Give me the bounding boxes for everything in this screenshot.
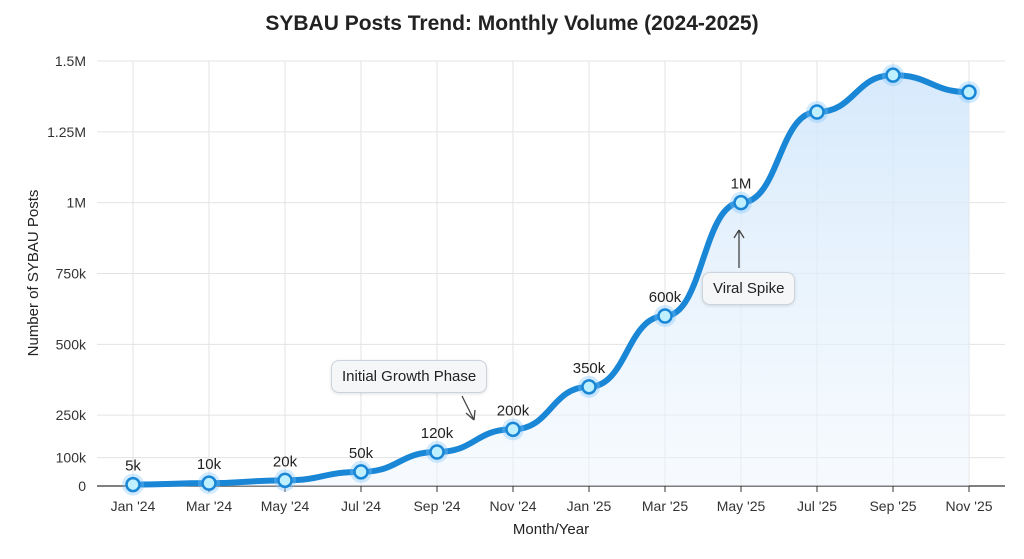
data-point xyxy=(733,194,749,211)
data-label: 200k xyxy=(497,402,530,419)
x-tick-label: Jan '25 xyxy=(567,498,612,514)
y-tick-label: 500k xyxy=(56,336,87,352)
x-tick-label: May '25 xyxy=(717,498,766,514)
annotation-initial-growth: Initial Growth Phase xyxy=(331,360,488,393)
x-tick-label: Jan '24 xyxy=(111,498,156,514)
data-point xyxy=(961,84,977,100)
y-tick-label: 0 xyxy=(78,478,86,494)
data-point xyxy=(277,472,293,489)
y-tick-label: 1.5M xyxy=(55,53,86,69)
data-point xyxy=(429,444,445,460)
x-tick-label: Mar '24 xyxy=(186,498,232,514)
data-label: 50k xyxy=(349,445,374,462)
y-tick-label: 750k xyxy=(56,266,87,282)
data-label: 120k xyxy=(421,425,454,442)
data-point xyxy=(201,475,217,491)
annotation-viral-spike: Viral Spike xyxy=(702,272,796,305)
data-point xyxy=(505,421,521,438)
x-tick-label: Sep '25 xyxy=(869,498,916,514)
x-tick-label: Mar '25 xyxy=(642,498,688,514)
y-tick-label: 250k xyxy=(56,407,87,423)
data-point xyxy=(125,476,141,493)
data-label: 10k xyxy=(197,456,222,473)
data-label: 1M xyxy=(731,176,752,193)
annotation-arrow-growth xyxy=(461,395,476,421)
data-point xyxy=(885,67,901,83)
annotation-arrow-viral xyxy=(733,229,745,268)
chart-title: SYBAU Posts Trend: Monthly Volume (2024-… xyxy=(265,12,759,35)
x-tick-label: Jul '24 xyxy=(341,498,381,514)
data-point xyxy=(809,104,825,120)
x-tick-label: Sep '24 xyxy=(413,498,460,514)
data-label: 20k xyxy=(273,453,298,470)
data-label: 5k xyxy=(125,458,141,475)
x-tick-label: May '24 xyxy=(261,498,310,514)
x-tick-label: Nov '25 xyxy=(945,498,992,514)
y-axis-label: Number of SYBAU Posts xyxy=(25,190,42,357)
area-fill xyxy=(133,75,969,487)
y-tick-label: 100k xyxy=(56,450,87,466)
y-tick-label: 1M xyxy=(67,195,86,211)
data-label: 350k xyxy=(573,360,606,377)
x-tick-label: Nov '24 xyxy=(489,498,536,514)
y-tick-label: 1.25M xyxy=(47,124,86,140)
data-point xyxy=(657,308,673,324)
data-label: 600k xyxy=(649,289,682,306)
data-point xyxy=(353,464,369,480)
data-point xyxy=(581,379,597,395)
x-tick-label: Jul '25 xyxy=(797,498,837,514)
x-axis-label: Month/Year xyxy=(513,521,589,538)
